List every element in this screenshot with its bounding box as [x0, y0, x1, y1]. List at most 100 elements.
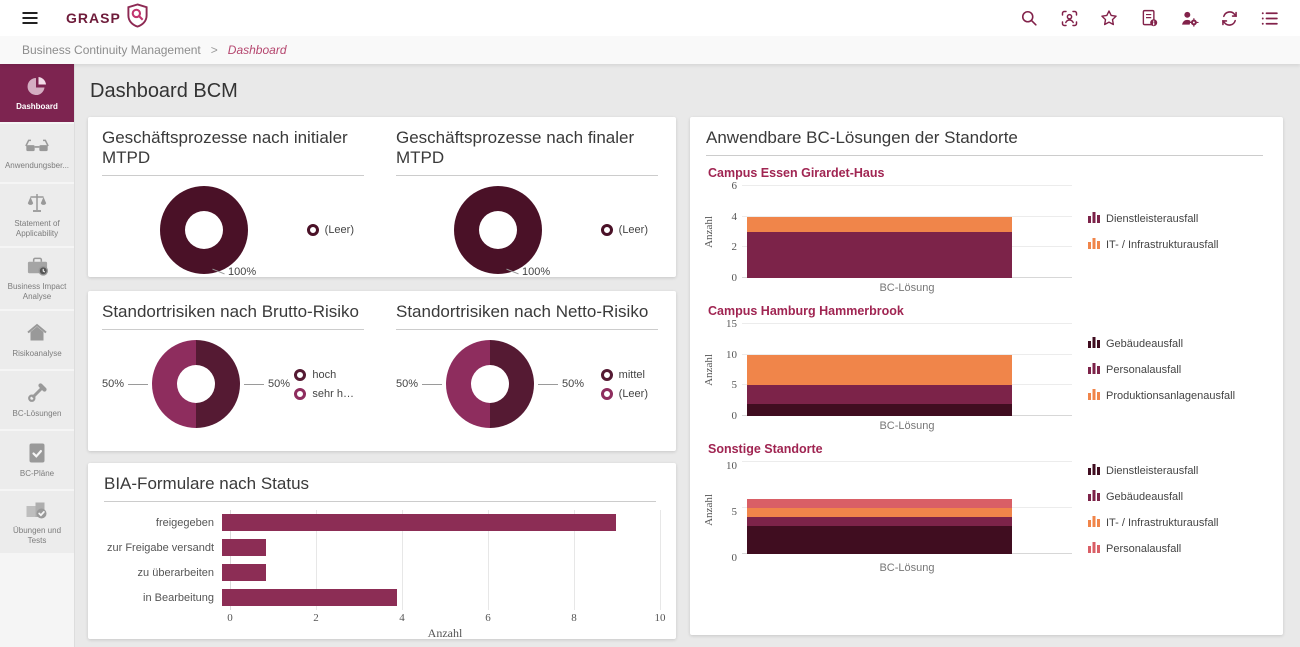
bar-segment[interactable] — [747, 403, 1012, 417]
bar[interactable] — [222, 564, 266, 582]
sidebar-item-übungen-und-tests[interactable]: Übungen und Tests — [0, 491, 74, 553]
y-tick-label: 0 — [731, 552, 738, 565]
sidebar-item-label: Übungen und Tests — [12, 526, 62, 545]
legend-item[interactable]: (Leer) — [306, 224, 354, 237]
percent-label: 50% — [562, 378, 585, 391]
bar[interactable] — [222, 539, 266, 557]
list-icon[interactable] — [1256, 5, 1282, 31]
refresh-icon[interactable] — [1216, 5, 1242, 31]
donut-legend-icon — [600, 368, 613, 381]
search-icon[interactable] — [1016, 5, 1042, 31]
face-scan-icon[interactable] — [1056, 5, 1082, 31]
donut-chart: 100% (Leer) — [396, 178, 662, 282]
bar-chart-row: zur Freigabe versandt — [104, 535, 660, 560]
stacked-bar[interactable] — [747, 216, 1012, 279]
bar-segment[interactable] — [747, 508, 1012, 518]
wrench-icon — [25, 381, 49, 405]
bar-segment[interactable] — [747, 498, 1012, 509]
x-tick-label: 10 — [654, 612, 666, 625]
bar-category-label: freigegeben — [155, 516, 214, 529]
bar-segment[interactable] — [747, 385, 1012, 404]
sidebar-item-bc-pläne[interactable]: BC-Pläne — [0, 431, 74, 489]
gridline — [230, 510, 231, 611]
bar-segment[interactable] — [747, 354, 1012, 386]
bar[interactable] — [222, 589, 398, 607]
bar-track — [222, 539, 660, 557]
chart-title: Standortrisiken nach Netto-Risiko — [396, 302, 658, 331]
plot-area — [742, 185, 1072, 279]
legend-item[interactable]: hoch — [294, 368, 354, 381]
legend-label: Produktionsanlagenausfall — [1106, 390, 1236, 403]
legend-item[interactable]: Gebäudeausfall — [1088, 488, 1218, 506]
donut-ring[interactable]: 100% — [160, 186, 256, 278]
breadcrumb-section[interactable]: Business Continuity Management — [22, 43, 201, 57]
legend-label: IT- / Infrastrukturausfall — [1106, 517, 1219, 530]
plot-area — [742, 461, 1072, 555]
brand-logo[interactable]: GRASP — [66, 3, 149, 33]
sidebar-item-anwendungsber-[interactable]: Anwendungsber... — [0, 124, 74, 182]
label-leader-line — [422, 383, 443, 385]
legend-item[interactable]: Gebäudeausfall — [1088, 335, 1235, 353]
topbar: GRASP — [0, 0, 1300, 36]
sidebar-item-business-impact-analyse[interactable]: Business Impact Analyse — [0, 248, 74, 309]
legend-label: Dienstleisterausfall — [1106, 465, 1199, 478]
y-tick-label: 5 — [731, 506, 738, 519]
gridline — [742, 461, 1072, 463]
bar-segment[interactable] — [747, 232, 1012, 279]
legend-item[interactable]: (Leer) — [600, 387, 648, 400]
legend-item[interactable]: sehr h… — [294, 387, 354, 400]
chart-legend: Dienstleisterausfall Gebäudeausfall IT- / … — [1088, 462, 1218, 558]
label-leader-line — [506, 268, 519, 275]
bar-category-label: zu überarbeiten — [137, 566, 214, 579]
legend-item[interactable]: Dienstleisterausfall — [1088, 462, 1218, 480]
x-tick-label: 2 — [313, 612, 319, 625]
gridline — [402, 510, 403, 611]
bar-chart-row: zu überarbeiten — [104, 560, 660, 585]
label-leader-line — [244, 383, 265, 385]
pie-chart-icon — [25, 74, 49, 98]
y-axis-title: Anzahl — [702, 494, 715, 526]
x-axis-title: BC-Lösung — [879, 562, 935, 575]
y-tick-label: 6 — [731, 180, 738, 193]
legend-item[interactable]: (Leer) — [600, 224, 648, 237]
donut-ring[interactable]: 100% — [454, 186, 550, 278]
bar-segment[interactable] — [747, 517, 1012, 527]
chart-subtitle: Campus Essen Girardet-Haus — [708, 166, 885, 181]
stacked-bar[interactable] — [747, 354, 1012, 417]
bar-chart-gridlines — [230, 510, 661, 611]
legend-label: Dienstleisterausfall — [1106, 213, 1199, 226]
chart-legend: mittel (Leer) — [600, 368, 648, 400]
bar[interactable] — [222, 514, 617, 532]
label-leader-line — [212, 268, 225, 275]
sidebar-item-dashboard[interactable]: Dashboard — [0, 64, 74, 122]
main-content: Dashboard BCM Geschäftsprozesse nach ini… — [75, 64, 1300, 647]
user-settings-icon[interactable] — [1176, 5, 1202, 31]
donut-legend-icon — [306, 224, 319, 237]
y-axis: Anzahl 0 5 10 15 — [703, 318, 742, 422]
sidebar-item-bc-lösungen[interactable]: BC-Lösungen — [0, 371, 74, 429]
bar-legend-icon — [1088, 387, 1100, 405]
legend-item[interactable]: Produktionsanlagenausfall — [1088, 387, 1235, 405]
stacked-bar[interactable] — [747, 498, 1012, 555]
bar-legend-icon — [1088, 361, 1100, 379]
legend-item[interactable]: Dienstleisterausfall — [1088, 210, 1218, 228]
star-icon[interactable] — [1096, 5, 1122, 31]
bar-segment[interactable] — [747, 216, 1012, 233]
donut-legend-icon — [294, 387, 307, 400]
legend-item[interactable]: Personalausfall — [1088, 540, 1218, 558]
bar-segment[interactable] — [747, 526, 1012, 555]
donut-ring[interactable] — [446, 340, 535, 429]
donut-ring[interactable] — [152, 340, 241, 429]
legend-label: (Leer) — [618, 387, 648, 400]
legend-item[interactable]: mittel — [600, 368, 648, 381]
bar-legend-icon — [1088, 335, 1100, 353]
menu-icon[interactable] — [16, 4, 44, 32]
sidebar-item-risikoanalyse[interactable]: Risikoanalyse — [0, 311, 74, 369]
legend-item[interactable]: Personalausfall — [1088, 361, 1235, 379]
legend-item[interactable]: IT- / Infrastrukturausfall — [1088, 236, 1218, 254]
document-info-icon[interactable] — [1136, 5, 1162, 31]
sidebar: Dashboard Anwendungsber... Statement of Ap… — [0, 64, 75, 647]
donut-chart: 50% 50% mittel (Leer) — [396, 332, 662, 436]
sidebar-item-statement-of-applicability[interactable]: Statement of Applicability — [0, 184, 74, 246]
legend-item[interactable]: IT- / Infrastrukturausfall — [1088, 514, 1218, 532]
